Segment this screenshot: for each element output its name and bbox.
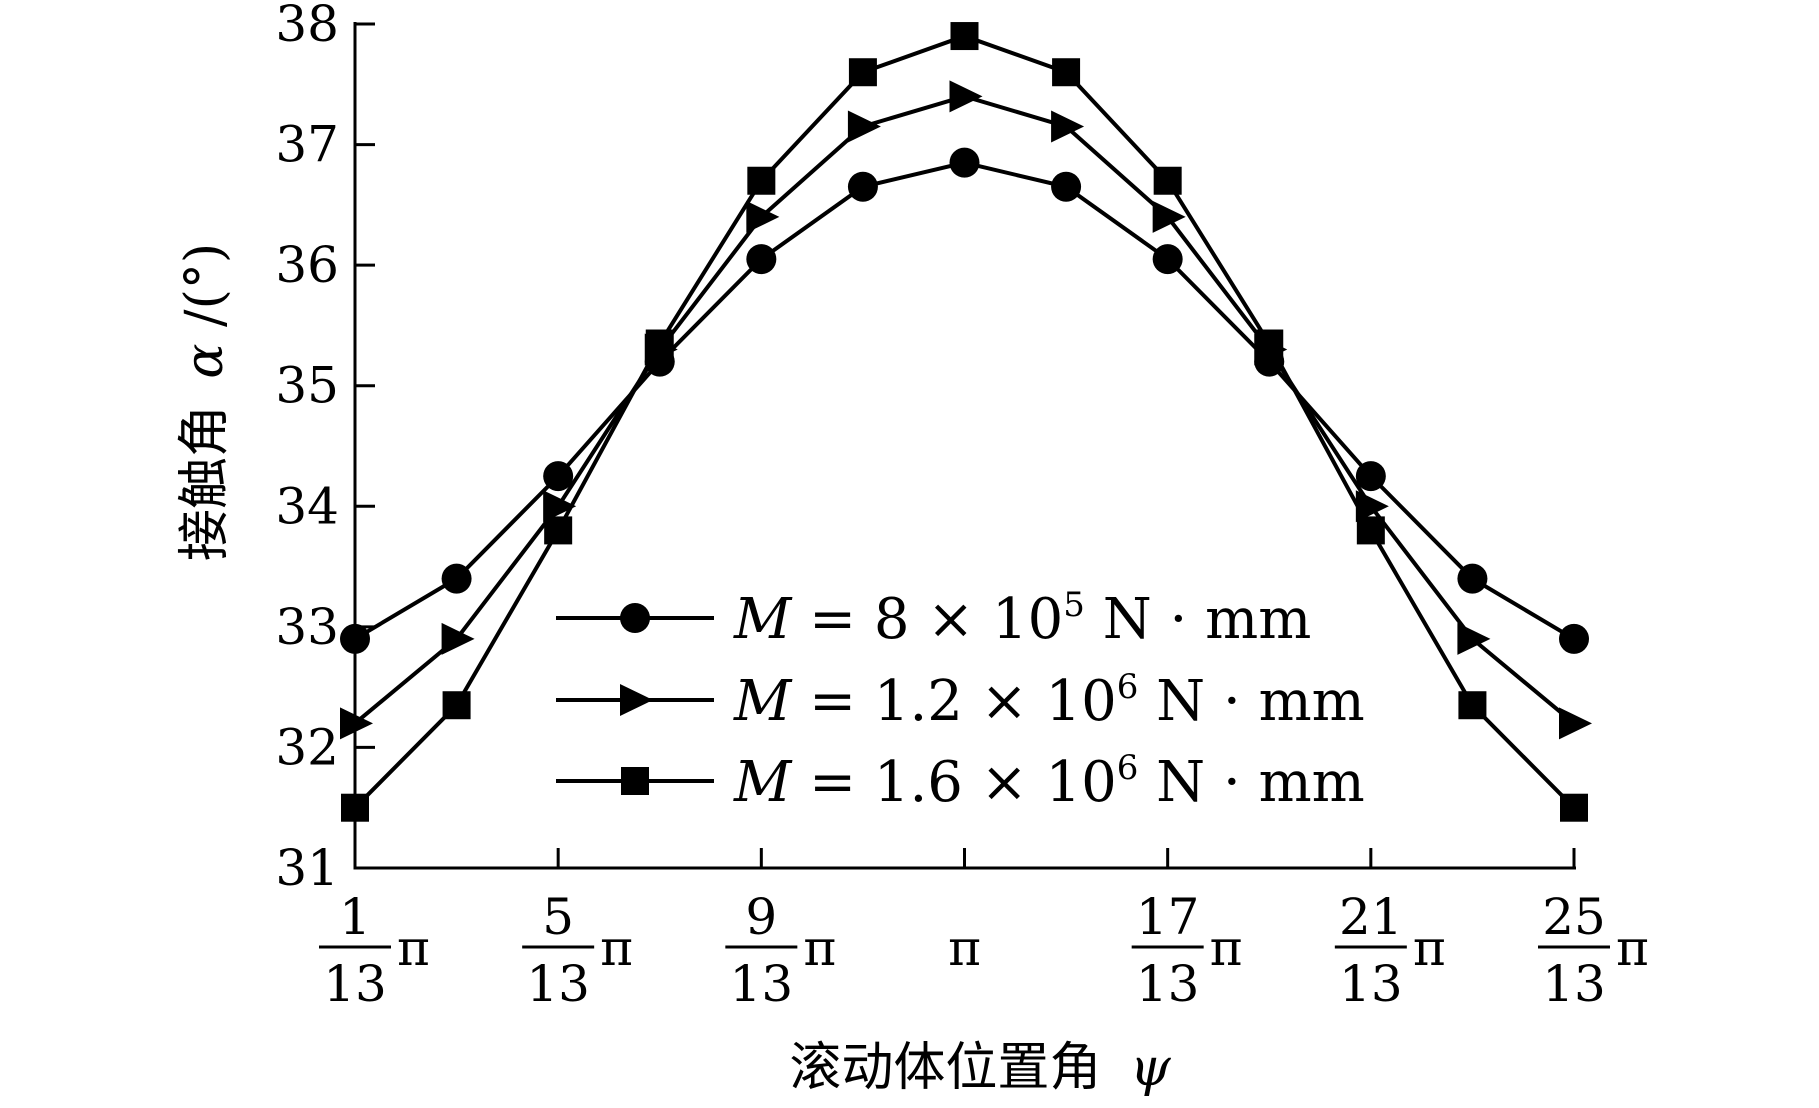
data-point-square [1458,691,1487,720]
y-tick-label: 38 [275,0,339,53]
data-point-circle [1051,171,1082,202]
y-tick-label: 35 [275,357,339,415]
x-tick-label: 17 13π [1131,888,1243,1013]
x-tick-numerator: 5 [542,888,574,946]
y-tick-label: 36 [275,236,339,294]
x-tick-denominator: 13 [526,955,590,1013]
data-point-square [1356,516,1385,545]
series-layer [340,22,1592,822]
legend-marker-square [621,767,649,795]
x-tick-pi: π [1616,919,1649,977]
data-point-square [848,58,877,87]
x-tick-label: 9 13π [725,888,836,1013]
x-tick-label: 21 13π [1334,888,1446,1013]
data-point-triangle-right [543,490,577,523]
x-tick-denominator: 13 [323,955,387,1013]
legend-entry: M = 8 × 105 N · mm [556,585,1311,652]
data-point-triangle-right [1457,622,1491,655]
data-point-circle [1457,563,1488,594]
x-tick-numerator: 25 [1542,888,1606,946]
x-tick-denominator: 13 [1136,955,1200,1013]
x-tick-numerator: 1 [339,888,371,946]
series-circle [340,147,1589,654]
legend-label: M = 1.6 × 106 N · mm [733,748,1365,815]
x-tick-denominator: 13 [1542,955,1606,1013]
x-tick-pi: π [600,919,633,977]
x-tick-numerator: 9 [745,888,777,946]
data-point-circle [1152,244,1183,275]
series-square [341,22,1588,822]
legend-marker-circle [620,603,650,633]
x-tick-denominator: 13 [1339,955,1403,1013]
data-point-circle [340,623,370,654]
data-point-square [1560,793,1588,822]
data-point-square [747,166,776,195]
y-axis-label-text: 接触角 [175,405,235,561]
data-point-circle [949,147,980,178]
y-tick-label: 37 [275,116,339,174]
data-point-square [645,329,674,358]
x-tick-numerator: 17 [1136,888,1200,946]
legend-label: M = 1.2 × 106 N · mm [733,667,1365,734]
data-point-circle [543,461,574,492]
x-tick-denominator: 13 [730,955,794,1013]
data-point-circle [847,171,878,202]
legend-label: M = 8 × 105 N · mm [733,585,1311,652]
data-point-triangle-right [1152,200,1186,233]
x-tick-label: 5 13π [522,888,633,1013]
data-point-triangle-right [847,110,881,143]
x-tick-pi: π [948,919,981,977]
x-tick-pi: π [1210,919,1243,977]
y-axis-symbol: α [175,343,235,378]
data-point-square [1255,329,1284,358]
y-tick-label: 32 [275,718,339,776]
data-point-square [1052,58,1081,87]
data-point-circle [746,244,777,275]
y-tick-label: 33 [275,598,339,656]
x-tick-pi: π [803,919,836,977]
data-point-triangle-right [340,707,373,740]
y-tick-label: 34 [275,477,339,535]
y-axis-label: 接触角 α /(°) [175,243,235,561]
x-axis-label-text: 滚动体位置角 [789,1038,1101,1098]
data-point-circle [1355,461,1386,492]
data-point-square [442,691,471,720]
x-tick-numerator: 21 [1339,888,1403,946]
x-tick-label: π [948,919,981,977]
data-point-triangle-right [441,622,475,655]
data-point-triangle-right [949,80,983,113]
data-point-circle [441,563,472,594]
x-tick-label: 1 13π [319,888,430,1013]
y-axis-unit: /(°) [175,243,235,327]
data-point-circle [1559,623,1589,654]
data-point-triangle-right [746,200,780,233]
x-tick-label: 25 13π [1538,888,1649,1013]
x-axis-label: 滚动体位置角 ψ [789,1038,1172,1098]
data-point-triangle-right [1559,707,1592,740]
x-tick-pi: π [397,919,430,977]
data-point-square [341,793,369,822]
x-axis-symbol: ψ [1130,1038,1172,1098]
legend-entry: M = 1.6 × 106 N · mm [556,748,1365,815]
data-point-square [950,22,979,51]
legend-entry: M = 1.2 × 106 N · mm [556,667,1365,734]
x-tick-pi: π [1413,919,1446,977]
data-point-triangle-right [1051,110,1085,143]
y-tick-label: 31 [275,839,339,897]
legend-marker-triangle-right [620,684,653,716]
data-point-square [1153,166,1182,195]
data-point-square [544,516,573,545]
legend: M = 8 × 105 N · mm M = 1.2 × 106 N · mm M … [556,585,1365,815]
